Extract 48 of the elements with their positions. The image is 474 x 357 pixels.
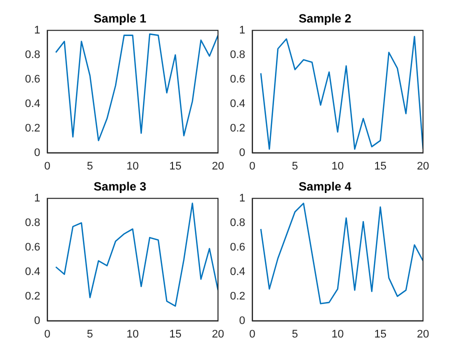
y-tick-label: 0 xyxy=(34,314,40,327)
x-tick-label: 15 xyxy=(169,328,182,340)
x-tick-label: 5 xyxy=(86,328,94,340)
y-tick-label: 1 xyxy=(239,24,246,36)
y-tick-label: 0 xyxy=(34,146,40,159)
x-tick-label: 5 xyxy=(292,328,298,340)
y-tick-label: 0.6 xyxy=(24,241,40,254)
y-tick-label: 0.8 xyxy=(230,48,246,61)
y-tick-label: 0.2 xyxy=(24,122,40,134)
y-tick-label: 0.4 xyxy=(230,98,246,110)
chart-title: Sample 2 xyxy=(298,12,352,26)
y-tick-label: 0.8 xyxy=(24,216,40,229)
y-tick-label: 0.8 xyxy=(24,48,40,61)
y-tick-label: 1 xyxy=(34,192,40,204)
x-tick-label: 0 xyxy=(44,328,50,340)
x-tick-label: 5 xyxy=(292,160,298,172)
y-tick-label: 1 xyxy=(239,192,246,204)
y-tick-label: 0.4 xyxy=(230,266,246,278)
chart-title: Sample 4 xyxy=(298,180,352,194)
x-tick-label: 0 xyxy=(249,328,256,340)
x-tick-label: 10 xyxy=(126,160,139,172)
chart-title: Sample 3 xyxy=(94,180,147,194)
y-tick-label: 0.2 xyxy=(230,122,246,134)
x-tick-label: 0 xyxy=(249,160,256,172)
x-tick-label: 20 xyxy=(212,160,224,172)
x-tick-label: 15 xyxy=(374,160,386,172)
y-tick-label: 0.8 xyxy=(230,216,246,229)
y-tick-label: 0.6 xyxy=(230,241,246,254)
y-tick-label: 0 xyxy=(239,314,246,327)
y-tick-label: 0.2 xyxy=(230,290,246,302)
x-tick-label: 15 xyxy=(169,160,182,172)
x-tick-label: 0 xyxy=(44,160,50,172)
y-tick-label: 0.2 xyxy=(24,290,40,302)
y-tick-label: 0 xyxy=(239,146,246,159)
x-tick-label: 20 xyxy=(416,160,430,172)
chart-title: Sample 1 xyxy=(94,12,147,26)
x-tick-label: 20 xyxy=(212,328,224,340)
x-tick-label: 15 xyxy=(374,328,386,340)
x-tick-label: 10 xyxy=(332,328,344,340)
y-tick-label: 0.6 xyxy=(24,73,40,86)
y-tick-label: 1 xyxy=(34,24,40,36)
y-tick-label: 0.4 xyxy=(24,266,40,278)
y-tick-label: 0.4 xyxy=(24,98,40,110)
x-tick-label: 5 xyxy=(86,160,94,172)
y-tick-label: 0.6 xyxy=(230,73,246,86)
x-tick-label: 20 xyxy=(416,328,430,340)
x-tick-label: 10 xyxy=(126,328,139,340)
x-tick-label: 10 xyxy=(332,160,344,172)
